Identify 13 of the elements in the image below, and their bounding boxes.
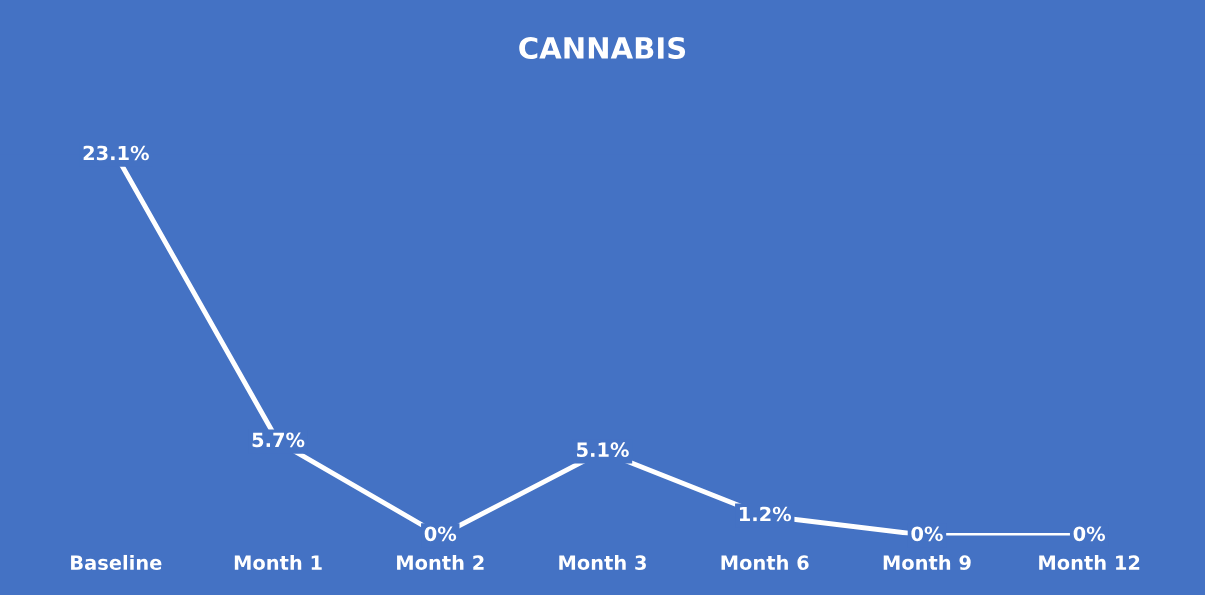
x-tick-label: Month 3 [559,554,646,570]
chart-title: CANNABIS [519,36,686,60]
data-label: 0% [1073,526,1106,542]
data-label: 5.7% [252,432,305,448]
x-tick-label: Month 9 [883,554,971,570]
x-tick-label: Baseline [71,554,162,570]
x-tick-label: Month 6 [721,554,809,570]
x-tick-label: Month 1 [234,554,322,570]
data-label: 5.1% [577,442,629,458]
data-label: 23.1% [83,145,149,161]
data-label: 1.2% [739,506,792,522]
x-tick-label: Month 2 [397,554,484,570]
x-tick-label: Month 12 [1039,554,1140,570]
